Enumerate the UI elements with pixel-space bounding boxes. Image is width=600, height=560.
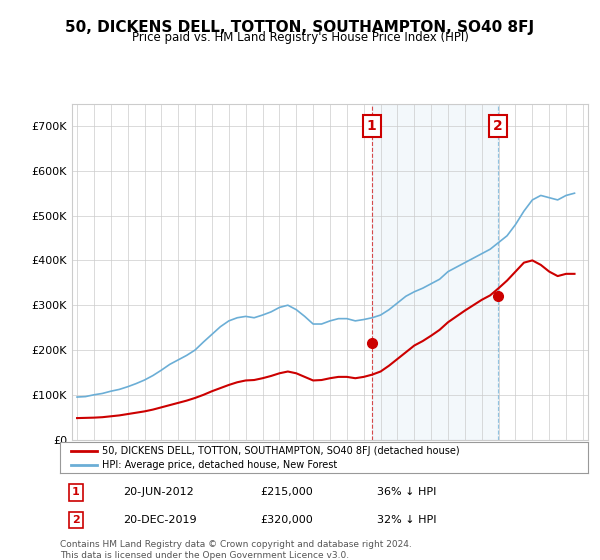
Text: £320,000: £320,000 — [260, 515, 313, 525]
Text: 2: 2 — [72, 515, 80, 525]
Text: £215,000: £215,000 — [260, 487, 313, 497]
Text: 1: 1 — [72, 487, 80, 497]
Text: 36% ↓ HPI: 36% ↓ HPI — [377, 487, 436, 497]
Text: 32% ↓ HPI: 32% ↓ HPI — [377, 515, 436, 525]
Text: Contains HM Land Registry data © Crown copyright and database right 2024.
This d: Contains HM Land Registry data © Crown c… — [60, 540, 412, 560]
Text: 2: 2 — [493, 119, 503, 133]
Text: 50, DICKENS DELL, TOTTON, SOUTHAMPTON, SO40 8FJ (detached house): 50, DICKENS DELL, TOTTON, SOUTHAMPTON, S… — [102, 446, 460, 456]
Text: Price paid vs. HM Land Registry's House Price Index (HPI): Price paid vs. HM Land Registry's House … — [131, 31, 469, 44]
Text: HPI: Average price, detached house, New Forest: HPI: Average price, detached house, New … — [102, 460, 337, 470]
Text: 20-DEC-2019: 20-DEC-2019 — [124, 515, 197, 525]
Text: 20-JUN-2012: 20-JUN-2012 — [124, 487, 194, 497]
Text: 1: 1 — [367, 119, 377, 133]
Bar — [371, 104, 498, 440]
Text: 50, DICKENS DELL, TOTTON, SOUTHAMPTON, SO40 8FJ: 50, DICKENS DELL, TOTTON, SOUTHAMPTON, S… — [65, 20, 535, 35]
